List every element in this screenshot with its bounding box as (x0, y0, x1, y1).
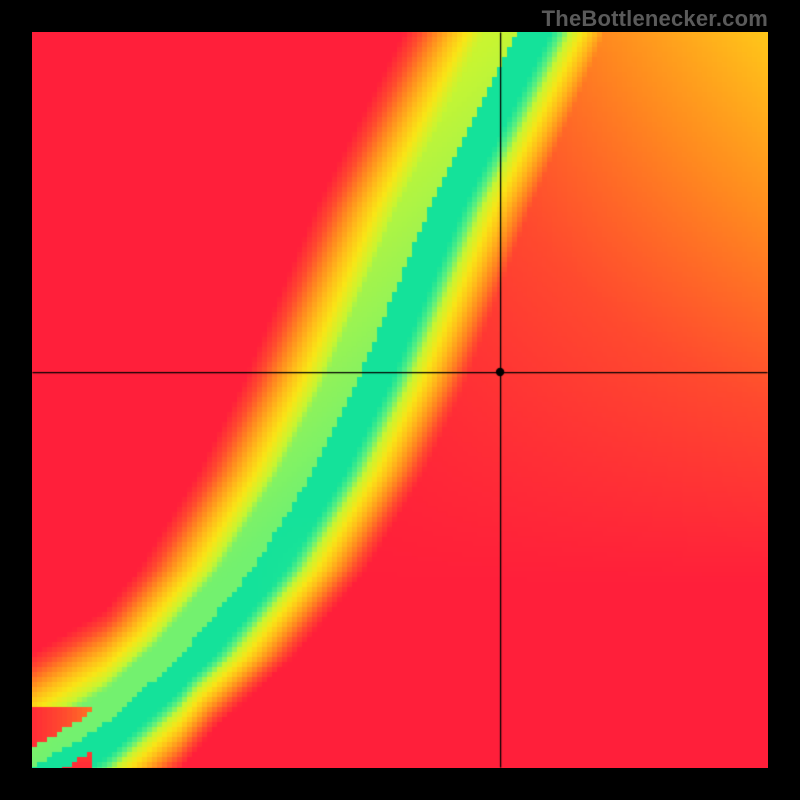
bottleneck-heatmap (32, 32, 768, 768)
plot-area (32, 32, 768, 768)
stage: TheBottlenecker.com (0, 0, 800, 800)
watermark-text: TheBottlenecker.com (542, 6, 768, 32)
